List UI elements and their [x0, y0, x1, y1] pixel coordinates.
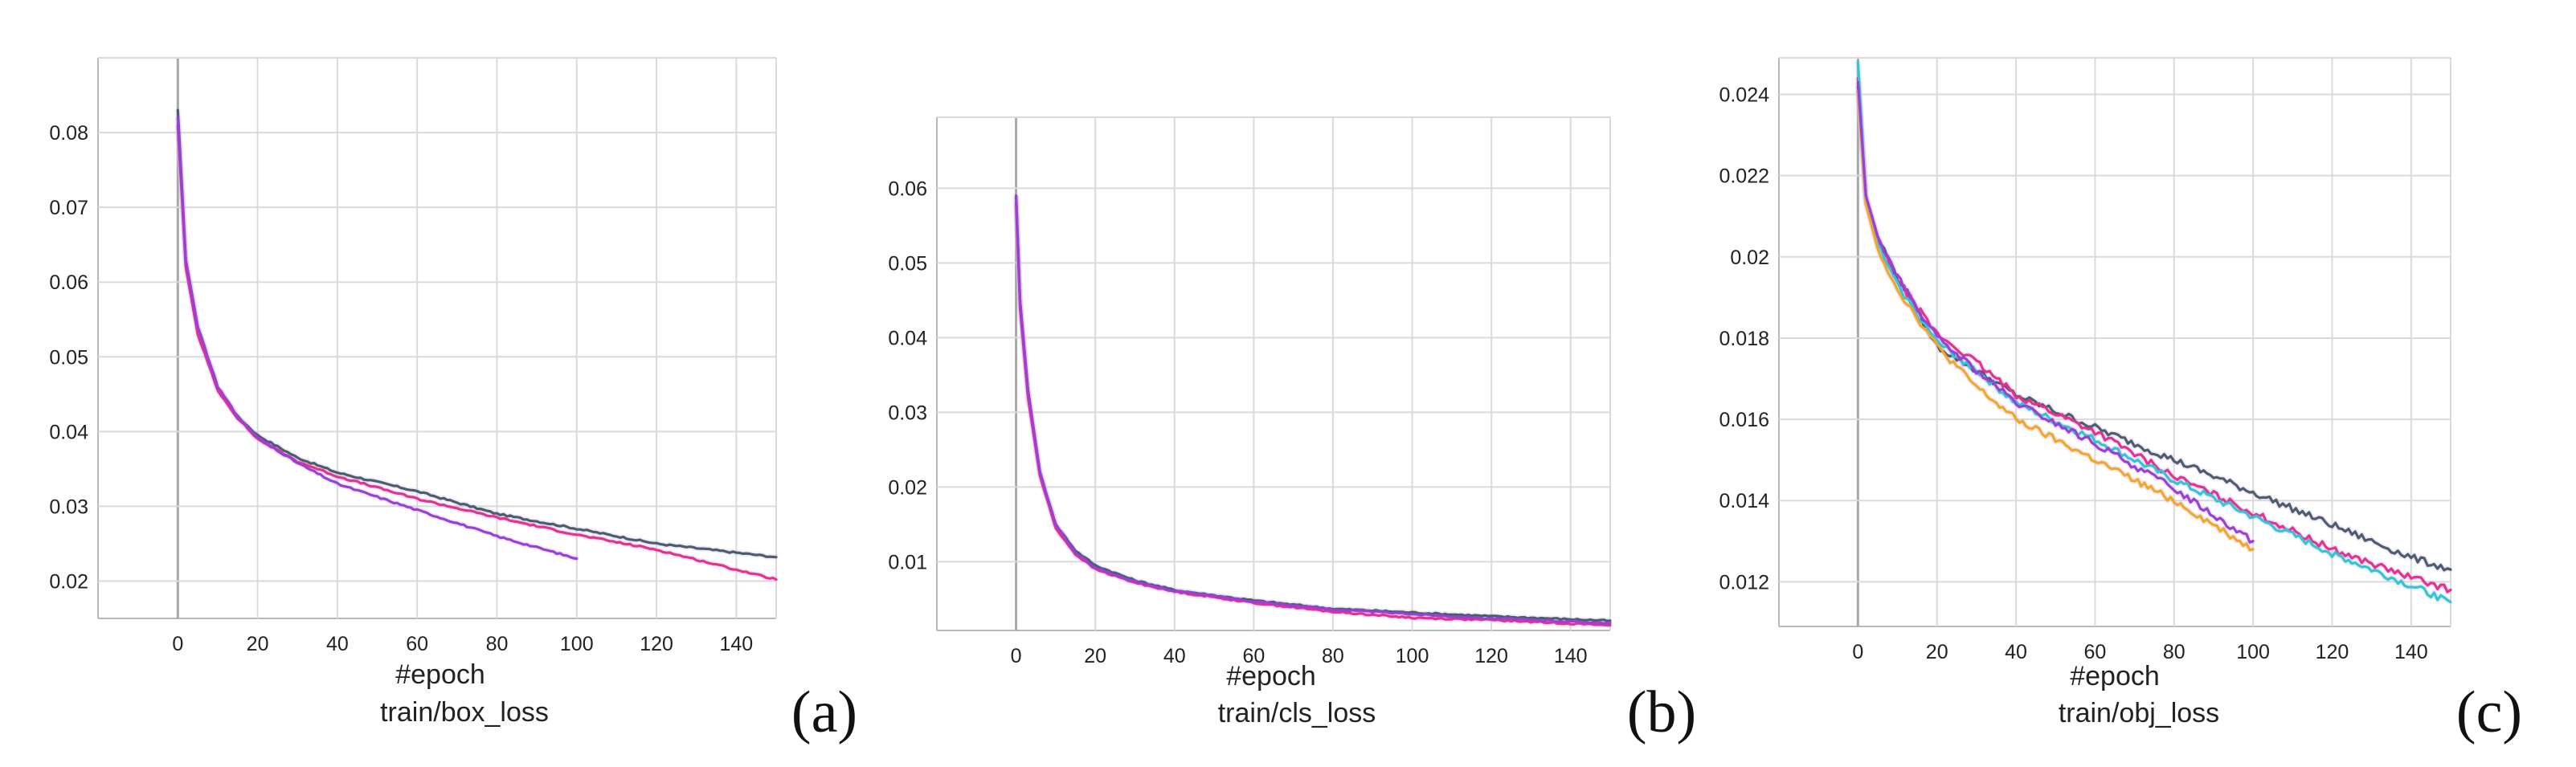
x-tick-label: 100: [1396, 645, 1429, 667]
x-axis-title: #epoch: [1226, 661, 1316, 692]
series-smoothing-band: [1854, 86, 2452, 573]
y-tick-label: 0.08: [49, 122, 88, 145]
x-tick-label: 40: [326, 633, 349, 655]
y-tick-label: 0.014: [1719, 490, 1769, 512]
series-smoothing-band: [174, 124, 778, 582]
x-axis-title: #epoch: [395, 659, 485, 690]
y-tick-label: 0.012: [1719, 571, 1769, 594]
x-tick-label: 80: [1322, 645, 1344, 667]
series-smoothing-band: [174, 109, 777, 561]
y-tick-label: 0.018: [1719, 328, 1769, 350]
x-tick-label: 140: [1554, 645, 1588, 667]
y-tick-label: 0.02: [888, 476, 927, 499]
series-line: [1856, 84, 2452, 572]
y-tick-label: 0.024: [1719, 84, 1769, 107]
y-tick-label: 0.05: [888, 252, 927, 275]
panel-label: (a): [791, 679, 857, 745]
x-tick-label: 100: [2236, 641, 2270, 663]
chart-caption: train/box_loss: [380, 697, 549, 728]
y-tick-label: 0.02: [49, 570, 88, 593]
series-line: [1015, 194, 1612, 622]
x-tick-label: 0: [1852, 641, 1863, 663]
x-tick-label: 20: [247, 633, 269, 655]
y-tick-label: 0.022: [1719, 165, 1769, 188]
series-smoothing-band: [174, 117, 578, 561]
panel-label: (c): [2456, 679, 2522, 745]
x-tick-label: 0: [1011, 645, 1022, 667]
x-tick-label: 140: [2394, 641, 2428, 663]
x-tick-label: 120: [2316, 641, 2349, 663]
y-tick-label: 0.05: [49, 346, 88, 369]
y-tick-label: 0.06: [49, 271, 88, 294]
x-tick-label: 20: [1084, 645, 1106, 667]
chart-box-loss: 0 20 40 60 80 100 120 140 0.02 0.03 0.04 0.05 0.06 0.…: [49, 57, 857, 745]
x-tick-label: 80: [486, 633, 509, 655]
x-tick-label: 60: [2084, 641, 2107, 663]
chart-cls-loss: 0 20 40 60 80 100 120 140 0.01 0.02 0.03 0.04 0.05 0.…: [888, 116, 1696, 745]
x-tick-label: 80: [2163, 641, 2186, 663]
x-tick-label: 120: [1474, 645, 1508, 667]
series-line: [1856, 80, 2255, 544]
chart-caption: train/obj_loss: [2059, 698, 2219, 728]
y-tick-label: 0.06: [888, 177, 927, 200]
series-line: [1015, 194, 1612, 625]
x-tick-label: 20: [1926, 641, 1948, 663]
x-tick-label: 140: [719, 633, 753, 655]
y-tick-label: 0.04: [49, 421, 88, 443]
x-tick-label: 60: [1242, 645, 1265, 667]
series-smoothing-band: [1854, 61, 2452, 605]
x-tick-label: 60: [406, 633, 428, 655]
x-axis-title: #epoch: [2070, 661, 2160, 692]
x-tick-label: 100: [560, 633, 594, 655]
y-tick-label: 0.07: [49, 197, 88, 219]
x-tick-label: 40: [1163, 645, 1186, 667]
series-line: [176, 108, 778, 559]
series-smoothing-band: [1013, 195, 1611, 624]
series-smoothing-band: [1013, 195, 1611, 626]
y-tick-label: 0.01: [888, 551, 927, 573]
x-tick-label: 0: [172, 633, 183, 655]
series-line: [1856, 76, 2452, 594]
y-tick-label: 0.02: [1730, 247, 1769, 269]
y-tick-label: 0.03: [888, 402, 927, 424]
chart-obj-loss: 0 20 40 60 80 100 120 140 0.012 0.014 0.016 0.018 0.…: [1719, 57, 2522, 745]
chart-caption: train/cls_loss: [1218, 698, 1376, 728]
x-tick-label: 120: [640, 633, 673, 655]
series-line: [176, 116, 579, 561]
series-line: [1856, 88, 2255, 552]
series-smoothing-band: [1854, 78, 2452, 595]
y-tick-label: 0.016: [1719, 409, 1769, 431]
y-tick-label: 0.04: [888, 327, 927, 349]
panel-label: (b): [1627, 679, 1696, 745]
series-line: [1856, 60, 2452, 604]
y-tick-label: 0.03: [49, 496, 88, 518]
x-tick-label: 40: [2005, 641, 2027, 663]
